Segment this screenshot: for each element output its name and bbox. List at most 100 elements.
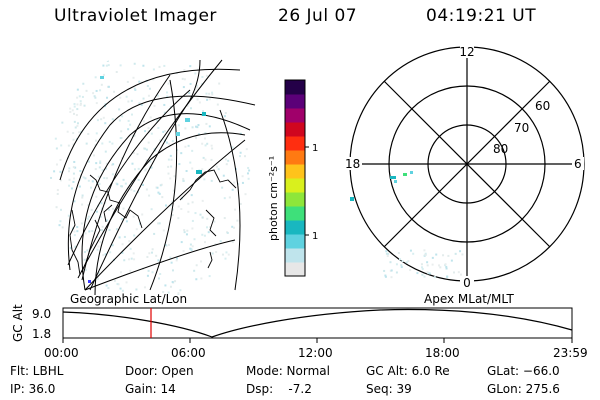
emission-speck <box>189 161 192 164</box>
emission-speck <box>107 208 110 211</box>
emission-speck <box>208 125 211 128</box>
emission-speck <box>426 264 429 267</box>
emission-speck <box>426 261 429 264</box>
emission-speck <box>239 202 242 205</box>
emission-speck <box>130 99 133 102</box>
emission-speck <box>158 222 161 225</box>
emission-speck <box>246 172 249 175</box>
emission-speck <box>76 230 79 233</box>
app-title: Ultraviolet Imager <box>54 6 217 26</box>
emission-speck <box>157 126 160 129</box>
emission-speck <box>178 163 181 166</box>
emission-speck <box>157 259 160 262</box>
emission-speck <box>222 174 225 177</box>
emission-speck <box>56 189 59 192</box>
emission-speck <box>132 215 135 218</box>
polar-emission-dots <box>350 171 413 201</box>
emission-speck <box>177 294 180 295</box>
emission-speck <box>130 180 133 183</box>
emission-speck <box>225 163 228 166</box>
emission-speck <box>100 202 103 205</box>
emission-speck <box>162 290 165 293</box>
emission-speck <box>113 90 116 93</box>
emission-speck <box>156 186 159 189</box>
emission-speck <box>244 155 247 158</box>
emission-speck <box>171 140 174 143</box>
emission-speck <box>188 92 191 95</box>
colorbar-segment <box>285 136 305 151</box>
emission-speck <box>156 94 159 97</box>
emission-speck <box>146 274 149 277</box>
colorbar-tick-10: 10 <box>312 231 318 242</box>
emission-speck <box>190 248 193 251</box>
colorbar-segment <box>285 94 305 109</box>
emission-speck <box>193 238 196 241</box>
emission-speck <box>223 197 226 200</box>
emission-speck <box>106 60 109 63</box>
mlt-label-0: 0 <box>463 276 471 290</box>
emission-speck <box>211 93 214 96</box>
emission-speck <box>213 220 216 223</box>
emission-speck <box>99 89 102 92</box>
emission-speck <box>104 150 107 153</box>
emission-speck <box>183 229 186 232</box>
emission-speck <box>134 88 137 91</box>
colorbar-segment <box>285 108 305 123</box>
emission-speck <box>133 258 136 261</box>
emission-speck <box>74 166 77 169</box>
emission-speck <box>231 240 234 243</box>
emission-speck <box>177 217 180 220</box>
emission-speck <box>119 287 122 290</box>
emission-speck <box>105 284 108 287</box>
emission-speck <box>90 208 93 211</box>
emission-speck <box>112 163 115 166</box>
emission-speck <box>228 196 231 199</box>
emission-speck <box>59 170 62 173</box>
emission-speck <box>423 249 426 252</box>
emission-speck <box>88 230 91 233</box>
emission-speck <box>94 96 97 99</box>
emission-speck <box>145 148 148 151</box>
emission-speck <box>170 165 173 168</box>
emission-speck <box>131 162 134 165</box>
emission-speck <box>119 185 122 188</box>
emission-speck <box>189 65 192 68</box>
emission-speck <box>109 251 112 254</box>
emission-speck <box>76 96 79 99</box>
emission-speck <box>180 207 183 210</box>
emission-speck <box>58 224 61 227</box>
emission-speck <box>237 182 240 185</box>
emission-speck <box>116 183 119 186</box>
emission-speck <box>202 110 205 113</box>
emission-speck <box>101 229 104 232</box>
emission-speck <box>183 78 186 81</box>
emission-speck <box>100 118 103 121</box>
emission-speck <box>167 158 170 161</box>
emission-speck <box>94 76 97 79</box>
emission-speck <box>195 278 198 281</box>
emission-speck <box>216 103 219 106</box>
emission-speck <box>180 241 183 244</box>
colorbar-segment <box>285 192 305 207</box>
emission-speck <box>123 259 126 262</box>
emission-speck <box>227 253 230 256</box>
emission-speck <box>147 94 150 97</box>
emission-speck <box>177 205 180 208</box>
emission-speck <box>385 252 388 255</box>
emission-speck <box>86 249 89 252</box>
emission-speck <box>244 193 247 196</box>
emission-speck <box>73 230 76 233</box>
emission-speck <box>87 179 90 182</box>
emission-speck <box>59 158 62 161</box>
geographic-projection-map <box>50 59 256 295</box>
emission-speck <box>201 76 204 79</box>
emission-speck <box>120 217 123 220</box>
emission-speck <box>119 96 122 99</box>
emission-speck <box>159 273 162 276</box>
emission-speck <box>97 277 100 280</box>
colorbar-segment <box>285 178 305 193</box>
emission-speck <box>95 89 98 92</box>
altitude-tick-1-8: 1.8 <box>32 327 51 341</box>
emission-speck <box>209 226 212 229</box>
emission-speck <box>153 148 156 151</box>
